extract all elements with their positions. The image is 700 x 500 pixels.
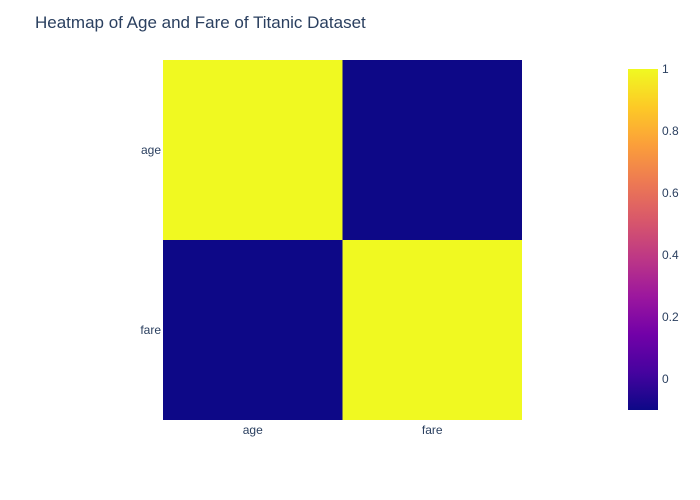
- y-tick-label-fare: fare: [140, 323, 161, 337]
- heatmap-cell-fare-age[interactable]: [163, 240, 343, 420]
- heatmap-cell-age-age[interactable]: [163, 60, 343, 240]
- y-tick-label-age: age: [141, 143, 161, 157]
- heatmap-cell-age-fare[interactable]: [342, 60, 523, 240]
- colorbar-tick-label: 0.4: [662, 248, 679, 262]
- x-tick-label-age: age: [243, 423, 263, 437]
- colorbar-tick-label: 0.2: [662, 310, 679, 324]
- heatmap-cells: [163, 60, 522, 420]
- colorbar-tick-label: 0: [662, 372, 669, 386]
- x-tick-label-fare: fare: [422, 423, 443, 437]
- chart-title: Heatmap of Age and Fare of Titanic Datas…: [35, 13, 366, 32]
- heatmap-cell-fare-fare[interactable]: [342, 240, 523, 420]
- colorbar-ticks: 0 0.2 0.4 0.6 0.8 1: [662, 62, 679, 386]
- colorbar: [628, 69, 658, 410]
- y-axis-ticks: age fare: [140, 143, 161, 337]
- colorbar-tick-label: 0.6: [662, 186, 679, 200]
- colorbar-tick-label: 1: [662, 62, 669, 76]
- colorbar-tick-label: 0.8: [662, 124, 679, 138]
- x-axis-ticks: age fare: [243, 423, 443, 437]
